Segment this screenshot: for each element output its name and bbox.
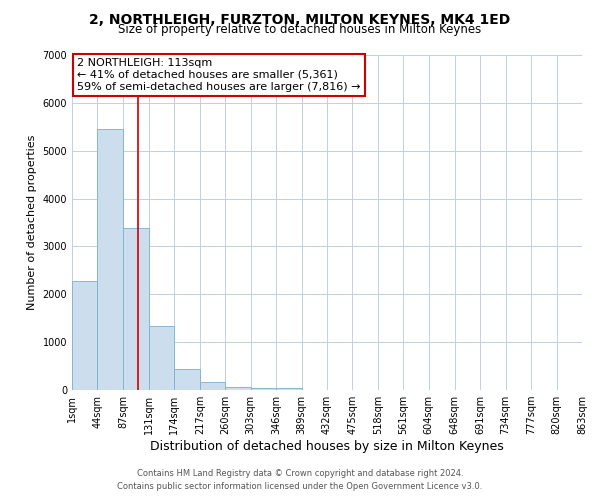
Bar	[251, 388, 276, 390]
Bar	[200, 382, 225, 390]
Text: Size of property relative to detached houses in Milton Keynes: Size of property relative to detached ho…	[118, 22, 482, 36]
Bar	[175, 370, 200, 390]
Bar	[97, 128, 123, 390]
Text: 2 NORTHLEIGH: 113sqm
← 41% of detached houses are smaller (5,361)
59% of semi-de: 2 NORTHLEIGH: 113sqm ← 41% of detached h…	[77, 58, 361, 92]
Y-axis label: Number of detached properties: Number of detached properties	[27, 135, 37, 310]
X-axis label: Distribution of detached houses by size in Milton Keynes: Distribution of detached houses by size …	[150, 440, 504, 453]
Bar	[149, 326, 175, 390]
Bar	[276, 388, 302, 390]
Bar	[123, 228, 149, 390]
Bar	[72, 282, 97, 390]
Text: 2, NORTHLEIGH, FURZTON, MILTON KEYNES, MK4 1ED: 2, NORTHLEIGH, FURZTON, MILTON KEYNES, M…	[89, 12, 511, 26]
Bar	[225, 386, 251, 390]
Text: Contains HM Land Registry data © Crown copyright and database right 2024.
Contai: Contains HM Land Registry data © Crown c…	[118, 470, 482, 491]
